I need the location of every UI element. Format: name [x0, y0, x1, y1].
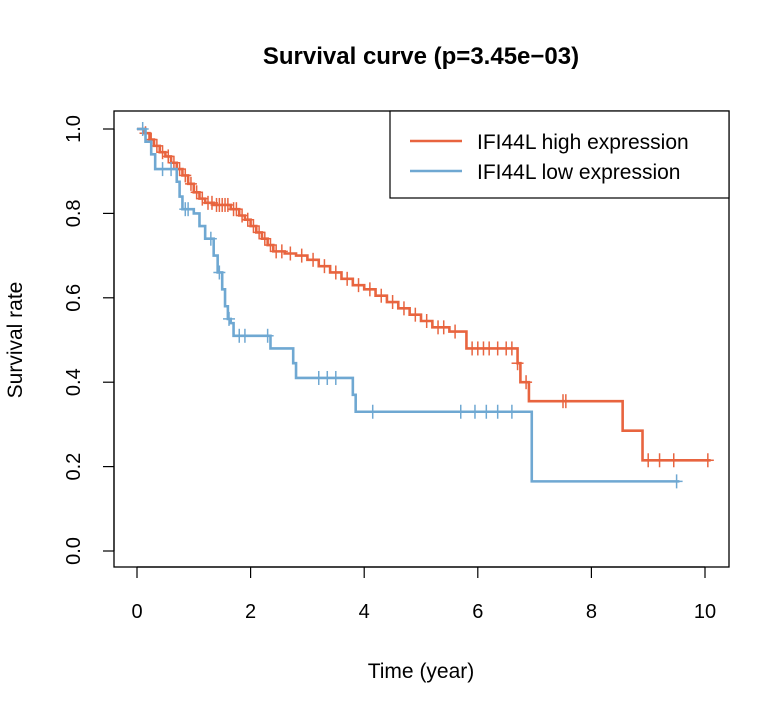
x-tick-label: 6	[472, 601, 483, 623]
censor-mark-high	[667, 453, 680, 468]
censor-mark-high	[318, 259, 331, 274]
y-tick-label: 0.8	[63, 199, 85, 227]
censor-mark-low	[182, 202, 195, 217]
y-tick-label: 0.4	[63, 368, 85, 396]
censor-mark-high	[307, 252, 320, 267]
censor-mark-high	[179, 168, 192, 183]
censor-mark-high	[230, 202, 243, 217]
legend: IFI44L high expression IFI44L low expres…	[389, 110, 730, 199]
censor-mark-low	[505, 404, 518, 419]
censor-mark-high	[559, 394, 572, 409]
censor-mark-high	[167, 155, 180, 170]
censor-mark-low	[204, 231, 217, 246]
censor-mark-high	[420, 314, 433, 329]
censor-mark-high	[162, 149, 175, 164]
censor-mark-low	[213, 265, 226, 280]
censor-mark-low	[238, 328, 251, 343]
x-tick-label: 0	[131, 601, 142, 623]
y-tick-label: 0.6	[63, 284, 85, 312]
censor-mark-high	[352, 278, 365, 293]
y-axis-label: Survival rate	[4, 282, 27, 399]
censor-mark-high	[253, 225, 266, 240]
censor-mark-low	[468, 404, 481, 419]
chart-title: Survival curve (p=3.45e−03)	[263, 43, 579, 70]
censor-mark-high	[258, 231, 271, 246]
censor-mark-high	[247, 219, 260, 234]
x-tick-label: 10	[694, 601, 716, 623]
censor-mark-high	[701, 453, 714, 468]
censor-mark-high	[275, 244, 288, 259]
y-tick-label: 1.0	[63, 115, 85, 143]
censor-mark-high	[284, 246, 297, 261]
censor-mark-high	[184, 176, 197, 191]
censor-mark-high	[653, 453, 666, 468]
y-axis: 0.0 0.2 0.4 0.6 0.8 1.0	[63, 115, 115, 565]
censor-mark-high	[409, 307, 422, 322]
censor-mark-low	[454, 404, 467, 419]
censor-mark-low	[329, 370, 342, 385]
censor-mark-high	[264, 238, 277, 253]
censor-mark-high	[397, 301, 410, 316]
y-tick-label: 0.2	[63, 453, 85, 481]
censor-mark-high	[505, 341, 518, 356]
censor-mark-low	[165, 162, 178, 177]
censor-mark-high	[375, 288, 388, 303]
censor-mark-high	[642, 453, 655, 468]
censor-mark-high	[295, 248, 308, 263]
censor-mark-high	[437, 320, 450, 335]
censor-mark-low	[136, 122, 149, 136]
censor-mark-high	[511, 356, 524, 371]
censor-mark-high	[386, 295, 399, 310]
censor-mark-low	[223, 311, 236, 326]
censor-mark-low	[261, 328, 274, 343]
censor-mark-high	[449, 324, 462, 339]
censor-mark-high	[363, 282, 376, 297]
x-tick-label: 2	[245, 601, 256, 623]
series-layer	[136, 122, 714, 489]
censor-mark-high	[329, 265, 342, 280]
censor-mark-low	[670, 474, 683, 489]
censor-mark-high	[520, 375, 533, 390]
legend-box	[389, 110, 730, 199]
censor-mark-high	[190, 185, 203, 200]
censor-mark-low	[366, 404, 379, 419]
censor-mark-high	[150, 138, 163, 153]
x-axis: 0 2 4 6 8 10	[131, 566, 716, 623]
legend-label-high: IFI44L high expression	[477, 131, 689, 154]
censor-mark-high	[241, 212, 254, 227]
x-tick-label: 8	[586, 601, 597, 623]
censor-mark-low	[480, 404, 493, 419]
x-tick-label: 4	[359, 601, 370, 623]
y-tick-label: 0.0	[63, 537, 85, 565]
x-axis-label: Time (year)	[368, 660, 475, 683]
censor-mark-low	[491, 404, 504, 419]
legend-label-low: IFI44L low expression	[477, 161, 681, 184]
censor-mark-high	[341, 271, 354, 286]
